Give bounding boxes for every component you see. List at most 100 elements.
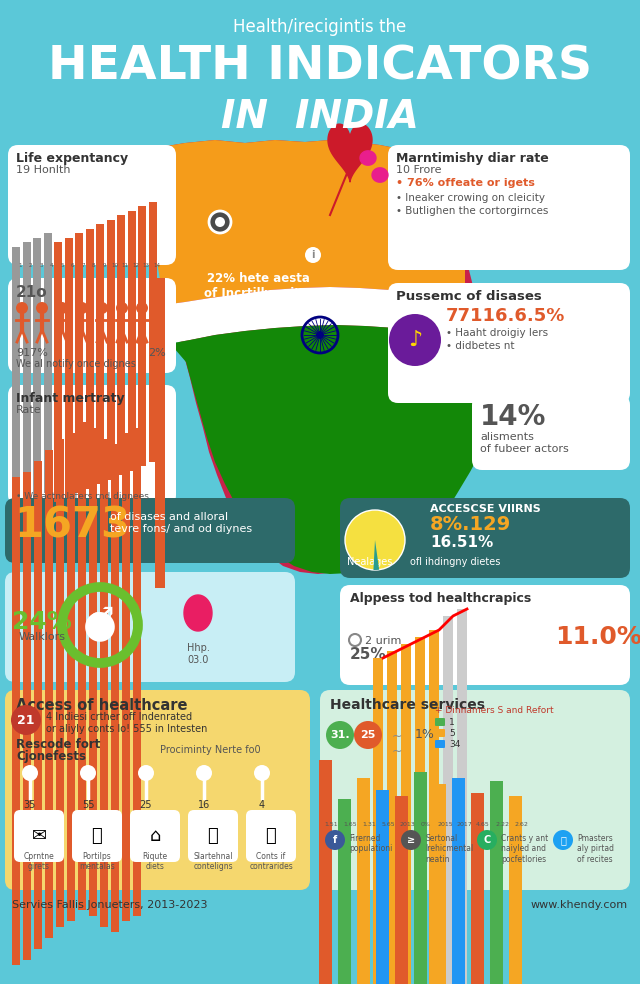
Bar (413, 772, 426, 984)
Text: Infant mertraty: Infant mertraty (16, 392, 125, 405)
Text: • Butlighen the cortorgirnces: • Butlighen the cortorgirnces (396, 206, 548, 216)
Text: 2.22: 2.22 (495, 822, 509, 827)
Bar (451, 778, 465, 984)
Bar (470, 793, 483, 984)
Text: Crants y ant
naiyled and
pocfetlories: Crants y ant naiyled and pocfetlories (501, 834, 548, 864)
Polygon shape (168, 325, 490, 574)
Text: Access of healthcare: Access of healthcare (16, 698, 188, 713)
Text: 0%: 0% (421, 822, 431, 827)
Circle shape (215, 217, 225, 227)
FancyBboxPatch shape (388, 145, 630, 270)
Text: 2017: 2017 (456, 822, 472, 827)
Bar (96, 224, 104, 484)
Text: Health/irecigintis the: Health/irecigintis the (234, 18, 406, 36)
Bar (148, 202, 157, 461)
Bar (33, 237, 41, 498)
Circle shape (305, 247, 321, 263)
Text: 35: 35 (24, 800, 36, 810)
Circle shape (116, 302, 128, 314)
Text: Riqute
diets: Riqute diets (143, 852, 168, 872)
Bar (67, 433, 75, 921)
Text: ~
~: ~ ~ (392, 730, 403, 758)
Bar (106, 219, 115, 479)
Circle shape (16, 302, 28, 314)
Text: 14%: 14% (480, 403, 547, 431)
Text: 77116.6.5%: 77116.6.5% (446, 307, 565, 325)
Text: of disases and alloral
tevre fons/ and od diynes: of disases and alloral tevre fons/ and o… (110, 512, 252, 533)
Bar (54, 242, 62, 502)
Text: Healthcare services: Healthcare services (330, 698, 485, 712)
Text: 10: 10 (111, 263, 118, 268)
Text: 5: 5 (449, 729, 455, 738)
FancyBboxPatch shape (388, 283, 630, 403)
Text: 21: 21 (17, 713, 35, 726)
Text: 25: 25 (140, 800, 152, 810)
FancyBboxPatch shape (340, 498, 630, 578)
Bar (319, 760, 332, 984)
Text: ACCESCSE VIIRNS: ACCESCSE VIIRNS (429, 504, 540, 514)
Polygon shape (152, 140, 492, 574)
Text: 9: 9 (102, 263, 106, 268)
Bar (415, 637, 425, 984)
Text: ⌂: ⌂ (149, 827, 161, 845)
Polygon shape (372, 168, 388, 182)
Circle shape (138, 765, 154, 781)
Bar (100, 439, 108, 927)
Text: IN  INDIA: IN INDIA (221, 98, 419, 136)
Text: f: f (333, 835, 337, 845)
FancyBboxPatch shape (8, 145, 176, 265)
Text: Hhp.
03.0: Hhp. 03.0 (187, 643, 209, 664)
Text: Servies Fallis Jonueters, 2013-2023: Servies Fallis Jonueters, 2013-2023 (12, 900, 207, 910)
Text: 2%: 2% (148, 348, 166, 358)
Circle shape (401, 830, 421, 850)
Text: 16.51%: 16.51% (430, 535, 493, 550)
Circle shape (325, 830, 345, 850)
FancyBboxPatch shape (435, 729, 445, 737)
Bar (337, 799, 351, 984)
Bar (376, 790, 388, 984)
Text: 📋: 📋 (92, 827, 102, 845)
Text: 25: 25 (360, 730, 376, 740)
Text: We al notify once dignes: We al notify once dignes (16, 359, 136, 369)
Text: 2.62: 2.62 (514, 822, 528, 827)
Text: Prociminty Nerte fo0: Prociminty Nerte fo0 (160, 745, 260, 755)
Text: 2015: 2015 (437, 822, 453, 827)
FancyBboxPatch shape (246, 810, 296, 862)
Text: 🐦: 🐦 (560, 835, 566, 845)
Text: 📄: 📄 (266, 827, 276, 845)
Circle shape (22, 765, 38, 781)
Bar (117, 215, 125, 475)
Text: 1%: 1% (415, 728, 435, 741)
Circle shape (316, 331, 324, 339)
Bar (23, 471, 31, 959)
Bar (490, 781, 502, 984)
FancyBboxPatch shape (5, 498, 295, 563)
Text: ≥: ≥ (407, 835, 415, 845)
Circle shape (477, 830, 497, 850)
Text: • Ineaker crowing on cleicity: • Ineaker crowing on cleicity (396, 193, 545, 203)
FancyBboxPatch shape (5, 572, 295, 682)
Text: 8%.129: 8%.129 (430, 515, 511, 534)
FancyBboxPatch shape (5, 690, 310, 890)
Text: 21o: 21o (16, 285, 47, 300)
Circle shape (553, 830, 573, 850)
Text: 1: 1 (19, 263, 22, 268)
Bar (356, 778, 369, 984)
Text: Cprntne
girets: Cprntne girets (24, 852, 54, 872)
Bar (89, 427, 97, 915)
Circle shape (354, 721, 382, 749)
Bar (78, 422, 86, 910)
Text: Sertonal
Irehicmental
neatin: Sertonal Irehicmental neatin (425, 834, 473, 864)
Polygon shape (488, 438, 514, 460)
Text: 55: 55 (82, 800, 94, 810)
Circle shape (76, 302, 88, 314)
Bar (133, 427, 141, 915)
Text: C: C (483, 835, 491, 845)
Text: ✉: ✉ (31, 827, 47, 845)
Text: ♪: ♪ (408, 330, 422, 350)
Text: 5.65: 5.65 (381, 822, 395, 827)
Polygon shape (328, 124, 372, 182)
Text: i: i (311, 250, 315, 260)
Polygon shape (184, 595, 212, 631)
FancyBboxPatch shape (188, 810, 238, 862)
